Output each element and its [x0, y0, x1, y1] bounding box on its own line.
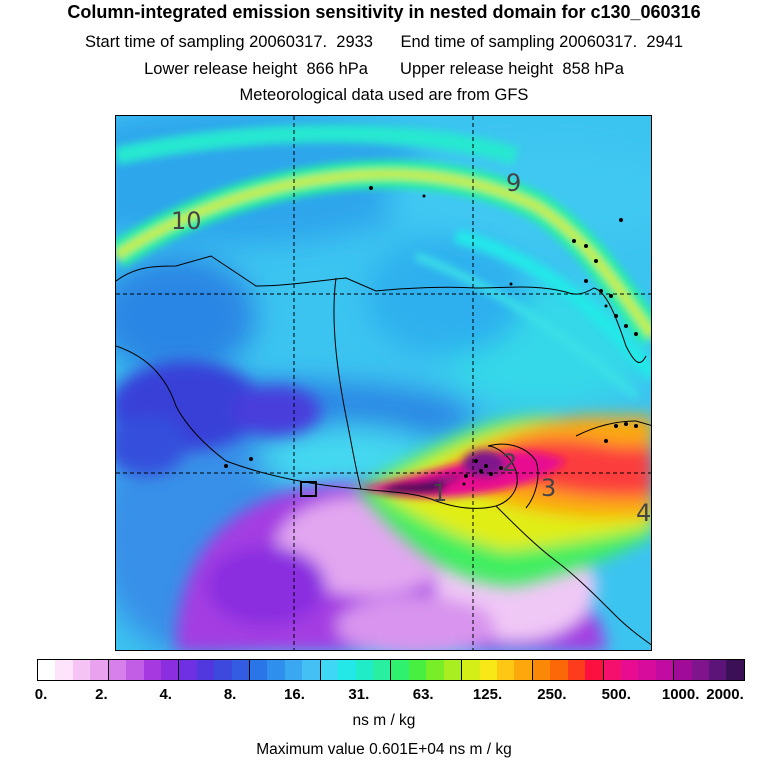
- colorbar-swatch: [479, 660, 497, 680]
- colorbar-swatch: [603, 660, 621, 680]
- colorbar-tick-label: 125.: [472, 686, 503, 703]
- colorbar-swatch: [496, 660, 515, 680]
- colorbar-swatch: [72, 660, 91, 680]
- lower-release-height: Lower release height 866 hPa: [144, 60, 368, 78]
- map-canvas: 10 9 4 3 2 1: [116, 116, 651, 650]
- colorbar-swatch: [38, 660, 56, 680]
- colorbar-swatch: [267, 660, 285, 680]
- colorbar-tick-label: 2.: [95, 686, 108, 703]
- colorbar-tick-label: 2000.: [706, 686, 744, 703]
- colorbar-swatch: [426, 660, 444, 680]
- trajectory-label-10: 10: [171, 207, 202, 235]
- colorbar-swatch: [143, 660, 161, 680]
- colorbar-swatch: [231, 660, 251, 680]
- colorbar-swatch: [532, 660, 551, 680]
- trajectory-arcs: [116, 124, 651, 400]
- sensitivity-map: 10 9 4 3 2 1: [115, 115, 652, 651]
- map-title: Column-integrated emission sensitivity i…: [67, 2, 701, 22]
- colorbar-tick-label: 1000.: [661, 686, 700, 703]
- colorbar-swatch: [674, 660, 692, 680]
- release-location-box: [300, 481, 317, 497]
- trajectory-label-9: 9: [506, 169, 521, 197]
- colorbar-tick-label: 250.: [537, 686, 567, 703]
- colorbar-swatch: [214, 660, 232, 680]
- colorbar-tick-label: 8.: [223, 686, 237, 703]
- colorbar-tick-label: 4.: [159, 686, 172, 703]
- colorbar-units: ns m / kg: [352, 712, 416, 729]
- colorbar-swatch: [567, 660, 586, 680]
- low-sensitivity-region: [116, 361, 321, 476]
- colorbar-tick-label: 63.: [412, 686, 434, 703]
- colorbar-swatch: [355, 660, 374, 680]
- upper-release-height: Upper release height 858 hPa: [400, 60, 624, 78]
- colorbar-swatch: [196, 660, 215, 680]
- trajectory-label-1: 1: [432, 479, 447, 507]
- trajectory-points: [224, 186, 638, 486]
- colorbar-swatch: [550, 660, 568, 680]
- colorbar-swatch: [391, 660, 409, 680]
- colorbar-swatch: [691, 660, 710, 680]
- colorbar-swatch: [108, 660, 127, 680]
- colorbar-swatch: [250, 660, 268, 680]
- maximum-value: Maximum value 0.601E+04 ns m / kg: [256, 741, 512, 758]
- lat-lon-grid: [116, 116, 651, 650]
- plume-core: [361, 450, 566, 498]
- met-data-note: Meteorological data used are from GFS: [239, 86, 529, 104]
- colorbar-swatch: [90, 660, 109, 680]
- colorbar-swatch: [55, 660, 73, 680]
- colorbar-swatch: [284, 660, 303, 680]
- start-time: Start time of sampling 20060317. 2933: [84, 33, 373, 51]
- colorbar-tick-label: 0.: [34, 686, 48, 703]
- colorbar-swatch: [408, 660, 427, 680]
- colorbar-swatch: [655, 660, 675, 680]
- colorbar-swatch: [160, 660, 180, 680]
- colorbar-swatch: [638, 660, 656, 680]
- trajectory-label-2: 2: [502, 449, 517, 477]
- colorbar-tick-label: 31.: [348, 686, 370, 703]
- trajectory-label-3: 3: [541, 474, 556, 502]
- colorbar-swatch: [443, 660, 463, 680]
- colorbar-swatch: [726, 660, 744, 680]
- colorbar-swatch: [620, 660, 639, 680]
- colorbar-swatch: [302, 660, 321, 680]
- colorbar-swatch: [709, 660, 727, 680]
- colorbar-swatch: [373, 660, 392, 680]
- end-time: End time of sampling 20060317. 2941: [400, 33, 684, 51]
- colorbar-swatch: [126, 660, 144, 680]
- colorbar-tick-label: 500.: [601, 686, 631, 703]
- release-height-line: Lower release height 866 hPa Upper relea…: [0, 60, 768, 79]
- colorbar-swatch: [320, 660, 339, 680]
- colorbar-tick-label: 16.: [284, 686, 305, 703]
- colorbar-swatch: [338, 660, 356, 680]
- sampling-time-line: Start time of sampling 20060317. 2933 En…: [0, 33, 768, 52]
- coastlines: [116, 255, 651, 646]
- trajectory-label-group: 10 9 4 3 2 1: [171, 169, 651, 527]
- colorbar-swatch: [585, 660, 604, 680]
- trajectory-label-4: 4: [636, 499, 651, 527]
- colorbar-swatch: [514, 660, 533, 680]
- colorbar: [37, 659, 745, 681]
- colorbar-swatch: [462, 660, 480, 680]
- colorbar-swatch: [179, 660, 197, 680]
